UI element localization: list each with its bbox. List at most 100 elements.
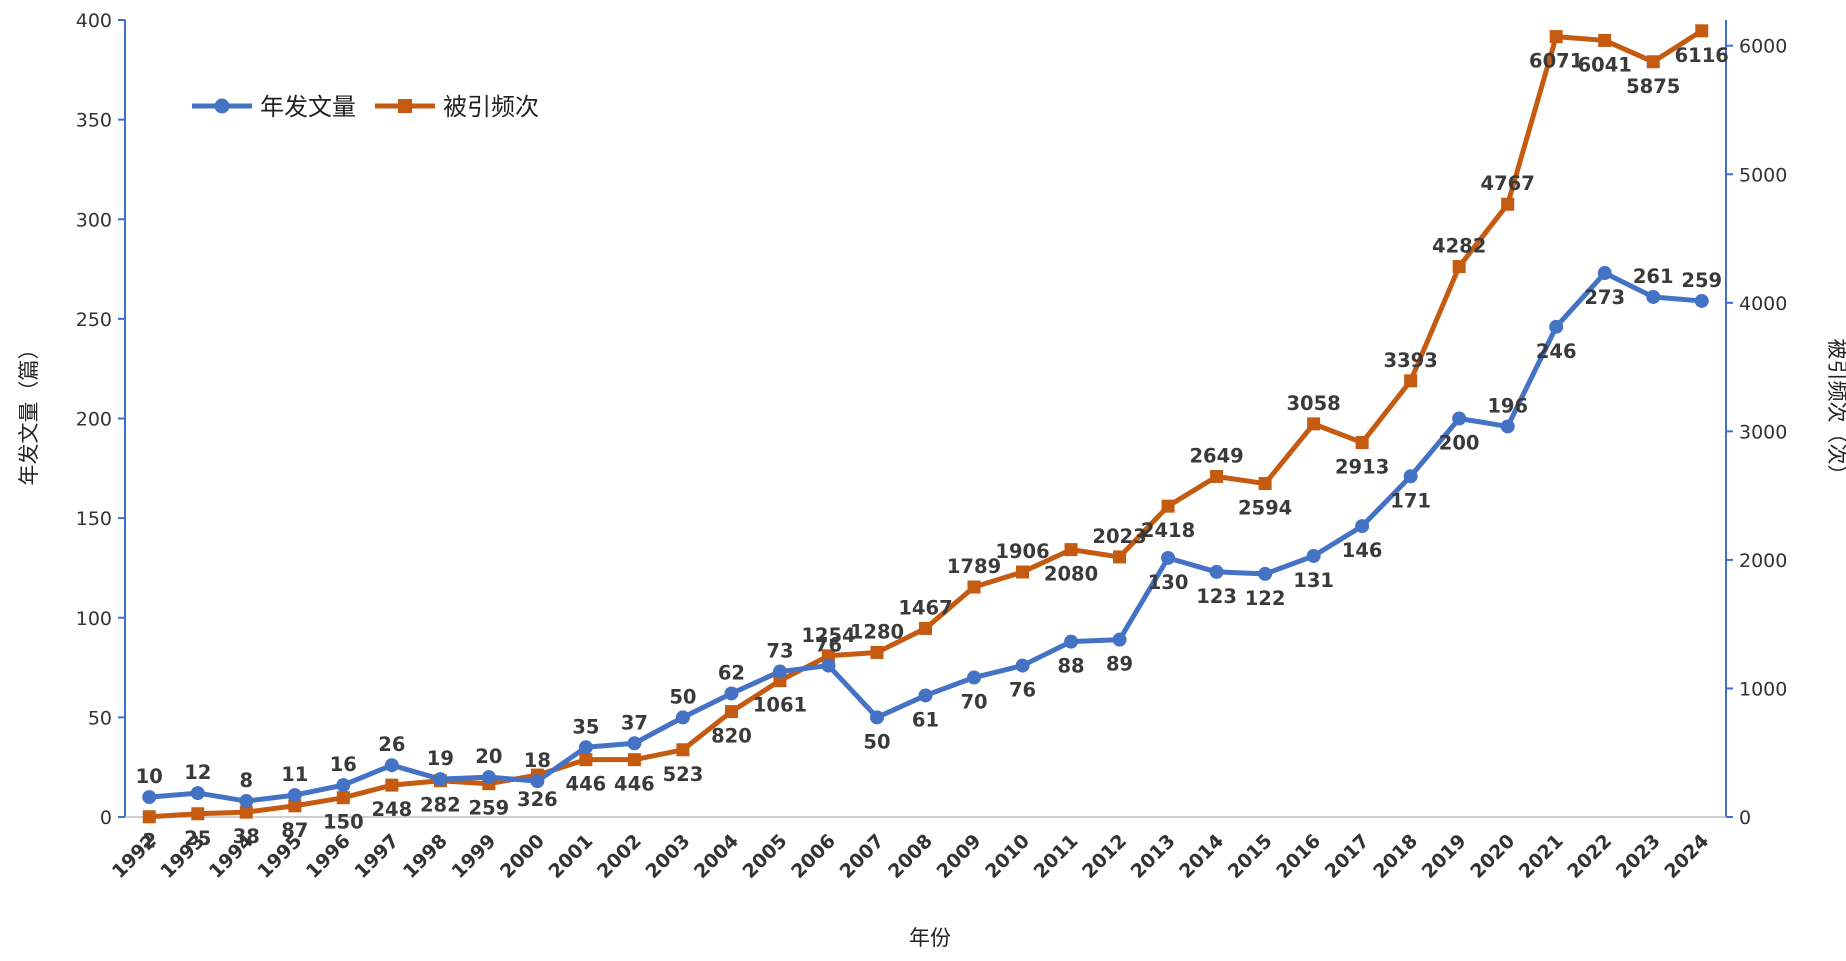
publication-data-label: 273 [1584, 286, 1625, 309]
publication-data-label: 26 [378, 733, 405, 756]
publication-point [675, 710, 690, 725]
right-y-tick-label: 3000 [1739, 421, 1787, 443]
legend-item-citations: 被引频次 [375, 93, 539, 121]
citation-data-label: 1254 [801, 624, 855, 647]
citation-point [1064, 543, 1078, 557]
citation-data-label: 6116 [1675, 44, 1729, 67]
left-y-tick-label: 250 [76, 309, 112, 331]
right-y-tick-label: 0 [1739, 807, 1751, 829]
citation-data-label: 259 [469, 797, 510, 820]
x-tick-label: 2008 [884, 830, 937, 883]
x-tick-label: 2014 [1175, 830, 1228, 883]
publication-data-label: 122 [1245, 587, 1286, 610]
citation-data-label: 2080 [1044, 563, 1098, 586]
publication-data-label: 50 [863, 730, 890, 753]
citation-data-label: 446 [614, 773, 655, 796]
citation-data-label: 5875 [1626, 75, 1680, 98]
left-y-tick-label: 400 [76, 10, 112, 32]
publication-point [724, 686, 739, 701]
publication-point [1403, 469, 1418, 484]
citation-data-label: 2594 [1238, 497, 1292, 520]
publication-point [1112, 632, 1127, 647]
x-tick-label: 2009 [933, 830, 986, 883]
legend-item-publications: 年发文量 [192, 93, 356, 121]
citation-point [1113, 550, 1127, 564]
publication-point [190, 786, 205, 801]
left-y-tick-label: 50 [88, 707, 112, 729]
x-tick-label: 2000 [496, 830, 549, 883]
citation-point [142, 810, 156, 824]
x-tick-label: 2015 [1224, 830, 1277, 883]
publication-data-label: 12 [184, 761, 211, 784]
citation-point [579, 753, 593, 767]
publication-data-label: 131 [1293, 569, 1334, 592]
x-tick-label: 2023 [1612, 830, 1665, 883]
publication-point [869, 710, 884, 725]
publication-point [530, 774, 545, 789]
publication-point [967, 670, 982, 685]
x-tick-label: 2016 [1272, 830, 1325, 883]
publication-data-label: 19 [427, 747, 454, 770]
publication-point [1355, 519, 1370, 534]
publication-point [481, 770, 496, 785]
citation-data-label: 6041 [1578, 53, 1632, 76]
legend-marker-publications [214, 98, 230, 114]
publication-data-label: 50 [669, 685, 696, 708]
x-axis-title: 年份 [909, 926, 951, 950]
x-tick-label: 2010 [981, 830, 1034, 883]
publication-point [578, 740, 593, 755]
publication-data-label: 88 [1057, 655, 1084, 678]
publication-data-label: 123 [1196, 585, 1237, 608]
x-tick-label: 2018 [1369, 830, 1422, 883]
publication-data-label: 61 [912, 708, 939, 731]
citation-point [1452, 260, 1466, 274]
x-tick-label: 2002 [593, 830, 646, 883]
citation-data-label: 1906 [995, 540, 1049, 563]
publication-data-label: 76 [815, 634, 842, 657]
series-lines [142, 24, 1709, 824]
x-tick-label: 2021 [1515, 830, 1568, 883]
publication-data-label: 8 [239, 769, 253, 792]
publication-data-label: 37 [621, 711, 648, 734]
citation-data-label: 1789 [947, 555, 1001, 578]
citation-data-label: 326 [517, 788, 558, 811]
citation-data-label: 38 [233, 825, 260, 848]
publication-point [433, 772, 448, 787]
citation-data-label: 2913 [1335, 456, 1389, 479]
citation-data-label: 2418 [1141, 519, 1195, 542]
legend: 年发文量 被引频次 [192, 93, 539, 121]
citation-point [870, 645, 884, 659]
citation-data-label: 3058 [1286, 392, 1340, 415]
x-tick-label: 1998 [399, 830, 452, 883]
citation-data-label: 87 [281, 819, 308, 842]
publication-point [336, 778, 351, 793]
publication-data-label: 70 [960, 691, 987, 714]
publication-point [1500, 419, 1515, 434]
x-tick-label: 2012 [1078, 830, 1131, 883]
citation-data-label: 446 [566, 773, 607, 796]
publication-point [627, 736, 642, 751]
publication-point [142, 790, 157, 805]
x-tick-label: 2017 [1321, 830, 1374, 883]
citation-data-label: 523 [663, 763, 704, 786]
citation-point [1210, 469, 1224, 483]
publication-data-label: 73 [766, 640, 793, 663]
publication-point [1258, 566, 1273, 581]
publication-data-label: 16 [330, 753, 357, 776]
citation-point [1355, 436, 1369, 450]
citation-point [1598, 33, 1612, 47]
citation-data-label: 820 [711, 725, 752, 748]
citation-point [385, 778, 399, 792]
citation-data-label: 4767 [1481, 172, 1535, 195]
citation-data-label: 248 [371, 798, 412, 821]
citation-point [919, 621, 932, 635]
publication-point [1306, 548, 1321, 563]
publication-data-label: 196 [1487, 394, 1528, 417]
left-y-tick-label: 350 [76, 110, 112, 132]
right-y-axis-title: 被引频次（次） [1825, 339, 1846, 486]
citation-data-label: 1467 [898, 596, 952, 619]
publication-data-label: 200 [1439, 432, 1480, 455]
publication-point [1015, 658, 1030, 673]
publication-data-label: 11 [281, 763, 308, 786]
publication-data-label: 35 [572, 715, 599, 738]
